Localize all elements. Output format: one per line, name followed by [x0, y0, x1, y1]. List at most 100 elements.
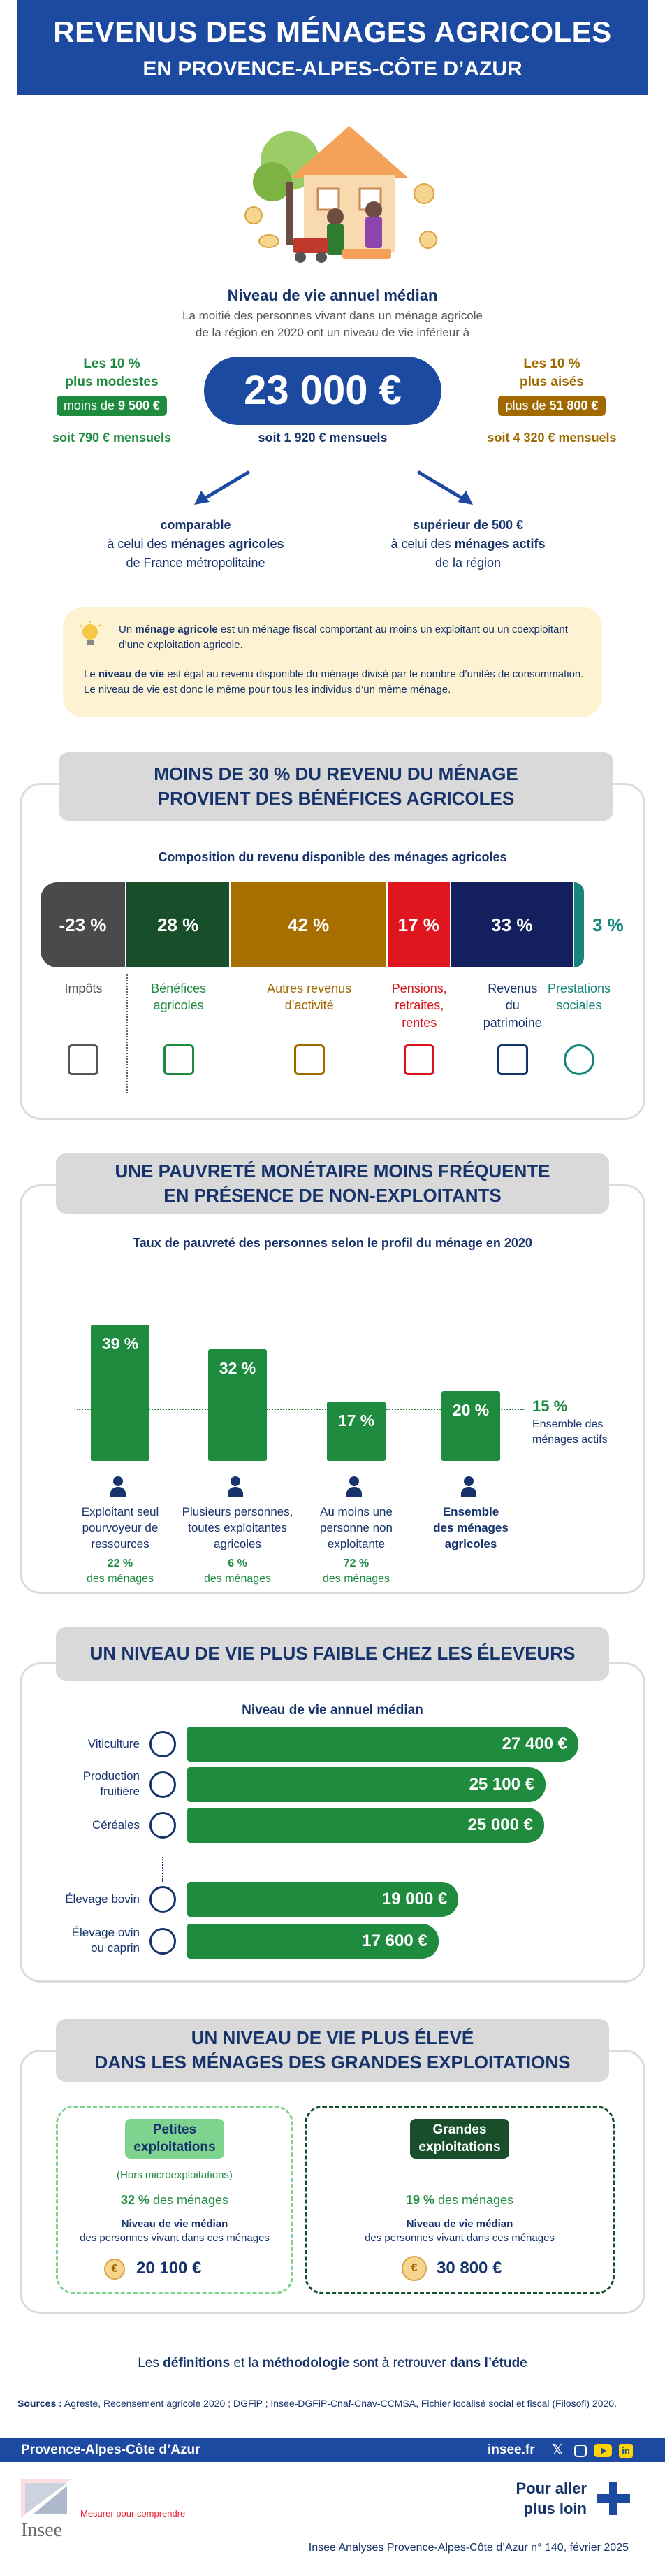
house-care-icon: [404, 1044, 435, 1075]
plus-icon[interactable]: [595, 2480, 631, 2517]
linkedin-icon[interactable]: in: [619, 2444, 633, 2458]
large-tag-l1: Grandes: [432, 2122, 487, 2137]
person-icon: [113, 1476, 123, 1486]
section1-title-l2: PROVIENT DES BÉNÉFICES AGRICOLES: [157, 788, 515, 809]
farm-type-label: Céréales: [92, 1818, 140, 1833]
small-farms-value: 20 100 €: [136, 2259, 202, 2278]
poverty-category-label: Exploitant seul pourvoyeur de ressources: [54, 1504, 187, 1553]
high-decile-label-1: Les 10 %: [523, 357, 580, 371]
def2-a: Le: [84, 668, 98, 680]
person-icon: [464, 1476, 474, 1486]
section2-title: UNE PAUVRETÉ MONÉTAIRE MOINS FRÉQUENTE E…: [56, 1153, 609, 1214]
poverty-share-value: 72 %: [343, 1557, 370, 1569]
income-segment-value: 3 %: [592, 914, 624, 935]
income-segment-value: 17 %: [397, 914, 439, 935]
poverty-share-suffix: des ménages: [86, 1572, 154, 1585]
poverty-category-line: toutes exploitantes: [188, 1520, 287, 1534]
poverty-category-line: Au moins une: [320, 1505, 393, 1518]
footer-region: Provence-Alpes-Côte d’Azur: [21, 2442, 200, 2457]
small-share-value: 32 %: [120, 2193, 149, 2207]
household-profile-icon: [454, 1476, 488, 1497]
person-body-icon: [346, 1487, 362, 1497]
poverty-share: 22 % des ménages: [64, 1556, 176, 1586]
farm-type-label-line: Viticulture: [87, 1737, 140, 1750]
poverty-bar-value: 32 %: [219, 1359, 256, 1377]
compare-actifs-l1: supérieur de 500 €: [412, 518, 524, 532]
farm-type-bar-value: 25 000 €: [467, 1815, 533, 1834]
compare-actifs-l2-bold: ménages actifs: [454, 537, 546, 551]
def2-c: est égal au revenu disponible du ménage …: [84, 668, 584, 696]
euro-coin-icon: €: [104, 2259, 125, 2280]
large-share-value: 19 %: [405, 2193, 434, 2207]
household-profile-icon: [221, 1476, 254, 1497]
income-segment: 28 %: [126, 882, 230, 967]
income-category-line: Revenus: [488, 981, 538, 995]
large-share-suffix: des ménages: [434, 2193, 514, 2207]
compare-actifs-l2-prefix: à celui des: [390, 537, 455, 551]
euro-coins-icon: €: [402, 2256, 427, 2281]
poverty-category-label: Au moins une personne non exploitante: [290, 1504, 423, 1553]
poverty-category-line: pourvoyeur de: [82, 1520, 159, 1534]
farm-type-label: Production fruitière: [83, 1769, 140, 1799]
low-decile-label: Les 10 % plus modestes: [35, 355, 189, 391]
income-composition-chart: -23 % 28 % 42 % 17 % 33 % 3 % Impôts Bénéfices a…: [41, 882, 631, 1106]
income-segment: 42 %: [231, 882, 386, 967]
income-category-label: Bénéfices agricoles: [126, 980, 231, 1014]
low-decile-monthly: soit 790 € mensuels: [52, 431, 172, 445]
study-b: définitions: [163, 2356, 231, 2370]
insee-logo-icon: [21, 2479, 71, 2518]
hand-euro-icon: [564, 1044, 594, 1075]
sources-text: Sources : Agreste, Recensement agricole …: [17, 2396, 646, 2411]
farm-type-bar: 25 100 €: [187, 1767, 546, 1802]
cow-icon: [149, 1886, 176, 1913]
grapes-icon: [149, 1731, 176, 1757]
poverty-rate-chart: 15 % Ensemble des ménages actifs 39 % Exploi…: [28, 1258, 643, 1594]
poverty-bar: 39 %: [91, 1325, 149, 1461]
income-segment-value: 33 %: [491, 914, 533, 935]
x-social-icon[interactable]: 𝕏: [552, 2442, 564, 2458]
large-farms-lbl1: Niveau de vie médian: [406, 2218, 513, 2230]
farm-type-label-line: Céréales: [92, 1818, 140, 1832]
income-segment-value: 28 %: [157, 914, 199, 935]
section4-title-l2: DANS LES MÉNAGES DES GRANDES EXPLOITATIO…: [94, 2052, 571, 2073]
income-category-line: agricoles: [153, 998, 204, 1013]
compare-france-l2-bold: ménages agricoles: [170, 537, 284, 551]
reference-value: 15 %: [532, 1397, 568, 1415]
income-segment: 3 %: [573, 882, 624, 967]
person-icon: [349, 1476, 359, 1486]
study-d: méthodologie: [262, 2356, 350, 2370]
definition-niveau-de-vie: Le niveau de vie est égal au revenu disp…: [84, 667, 587, 698]
farm-type-bar-value: 25 100 €: [469, 1775, 534, 1794]
tractor-icon: [163, 1044, 194, 1075]
large-farms-tag-wrap: Grandes exploitations: [307, 2119, 613, 2159]
income-category-line: du: [505, 998, 520, 1013]
farm-type-bar: 25 000 €: [187, 1808, 544, 1843]
farm-type-label-line: fruitière: [100, 1785, 140, 1799]
farm-type-bar: 27 400 €: [187, 1727, 578, 1762]
household-profile-icon: [103, 1476, 137, 1497]
worker-desk-icon: [293, 1044, 325, 1075]
farm-type-label: Élevage bovin: [65, 1892, 140, 1907]
large-farms-lbl2: des personnes vivant dans ces ménages: [365, 2232, 555, 2244]
further-reading-cta[interactable]: Pour aller plus loin: [482, 2479, 587, 2519]
compare-france-l1: comparable: [160, 518, 231, 532]
compare-france-l2: à celui des ménages agricoles: [70, 535, 321, 554]
poverty-category-label: Plusieurs personnes, toutes exploitantes a…: [171, 1504, 304, 1553]
compare-france-l2-prefix: à celui des: [107, 537, 171, 551]
insee-site-link[interactable]: insee.fr: [488, 2442, 535, 2457]
poverty-share-value: 6 %: [228, 1557, 247, 1569]
person-body-icon: [228, 1487, 243, 1497]
page-subtitle: EN PROVENCE-ALPES-CÔTE D’AZUR: [142, 57, 522, 80]
instagram-icon[interactable]: [574, 2445, 587, 2457]
income-category-label: Impôts: [31, 980, 136, 997]
income-category-label: Autres revenus d’activité: [257, 980, 362, 1014]
study-link-text[interactable]: Les définitions et la méthodologie sont …: [0, 2356, 665, 2371]
study-f: dans l’étude: [449, 2356, 527, 2370]
poverty-bar: 32 %: [208, 1349, 267, 1461]
small-farms-lbl2: des personnes vivant dans ces ménages: [80, 2232, 270, 2244]
large-farms-share: 19 % des ménages: [307, 2193, 613, 2208]
poverty-share-suffix: des ménages: [203, 1572, 272, 1585]
small-tag-l1: Petites: [152, 2122, 197, 2137]
def1-c: est un ménage fiscal comportant au moins…: [119, 624, 568, 651]
youtube-icon[interactable]: [594, 2444, 612, 2457]
